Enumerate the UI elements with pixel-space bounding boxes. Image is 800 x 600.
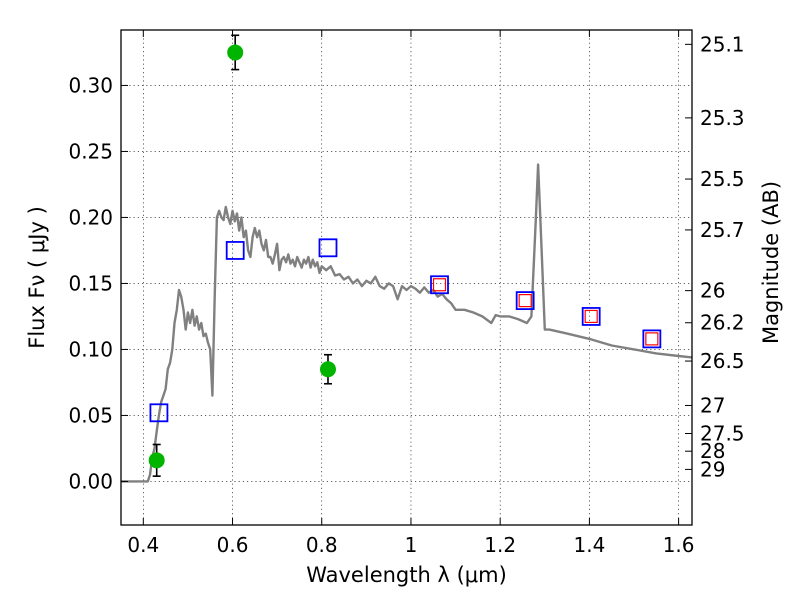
y-tick-label: 0.15 xyxy=(68,271,113,295)
model-flux-square-small xyxy=(432,278,447,292)
magnitude-tick-label: 25.1 xyxy=(700,32,745,56)
y-tick-label: 0.05 xyxy=(68,403,113,427)
x-tick-label: 0.8 xyxy=(306,533,338,557)
magnitude-tick-label: 26.2 xyxy=(700,311,745,335)
magnitude-tick-label: 29 xyxy=(700,457,725,481)
observed-flux-point xyxy=(148,452,165,469)
magnitude-tick-label: 26.5 xyxy=(700,349,745,373)
plot-area xyxy=(121,34,693,483)
x-tick-label: 0.4 xyxy=(127,533,159,557)
magnitude-tick-label: 25.7 xyxy=(700,218,745,242)
y-tick-label: 0.10 xyxy=(68,337,113,361)
observed-flux-point xyxy=(319,361,336,378)
plot-frame xyxy=(120,29,693,526)
magnitude-tick-label: 25.5 xyxy=(700,167,745,191)
model-flux-square xyxy=(642,329,662,349)
x-tick-label: 1.4 xyxy=(573,533,605,557)
magnitude-axis-label: Magnitude (AB) xyxy=(759,181,783,344)
model-flux-square xyxy=(581,307,601,326)
model-flux-square xyxy=(515,291,535,311)
x-tick-label: 1.6 xyxy=(663,533,695,557)
sed-model-line xyxy=(121,163,693,483)
y-tick-label: 0.20 xyxy=(68,205,113,229)
model-flux-square xyxy=(225,241,245,260)
model-flux-square-small xyxy=(518,294,532,308)
magnitude-tick-label: 27 xyxy=(700,393,725,417)
magnitude-tick-label: 27.5 xyxy=(700,422,745,446)
y-tick-label: 0.25 xyxy=(68,139,113,163)
x-tick-label: 1 xyxy=(405,533,418,557)
magnitude-tick-label: 25.3 xyxy=(700,106,745,130)
model-flux-square xyxy=(149,403,169,423)
x-axis-label: Wavelength λ (μm) xyxy=(306,563,507,587)
magnitude-tick-label: 26 xyxy=(700,279,725,303)
x-tick-label: 1.2 xyxy=(484,533,516,557)
axis-ticks: 0.4 0.6 0.8 1 1.2 1.4 1.6 0.00 0.05 0.10 0.15 0.20 0… xyxy=(68,30,745,557)
grid xyxy=(121,30,692,525)
model-flux-square-small xyxy=(584,309,598,324)
y-tick-label: 0.30 xyxy=(68,73,113,97)
x-tick-label: 0.6 xyxy=(217,533,249,557)
model-flux-square xyxy=(318,238,338,258)
y-tick-label: 0.00 xyxy=(68,469,113,493)
model-flux-square xyxy=(430,275,449,295)
model-flux-square-small xyxy=(645,332,659,346)
observed-flux-point xyxy=(227,44,244,61)
magnitude-tick-label: 28 xyxy=(700,439,725,463)
y-axis-label: Flux Fν ( μJy ) xyxy=(25,206,49,349)
